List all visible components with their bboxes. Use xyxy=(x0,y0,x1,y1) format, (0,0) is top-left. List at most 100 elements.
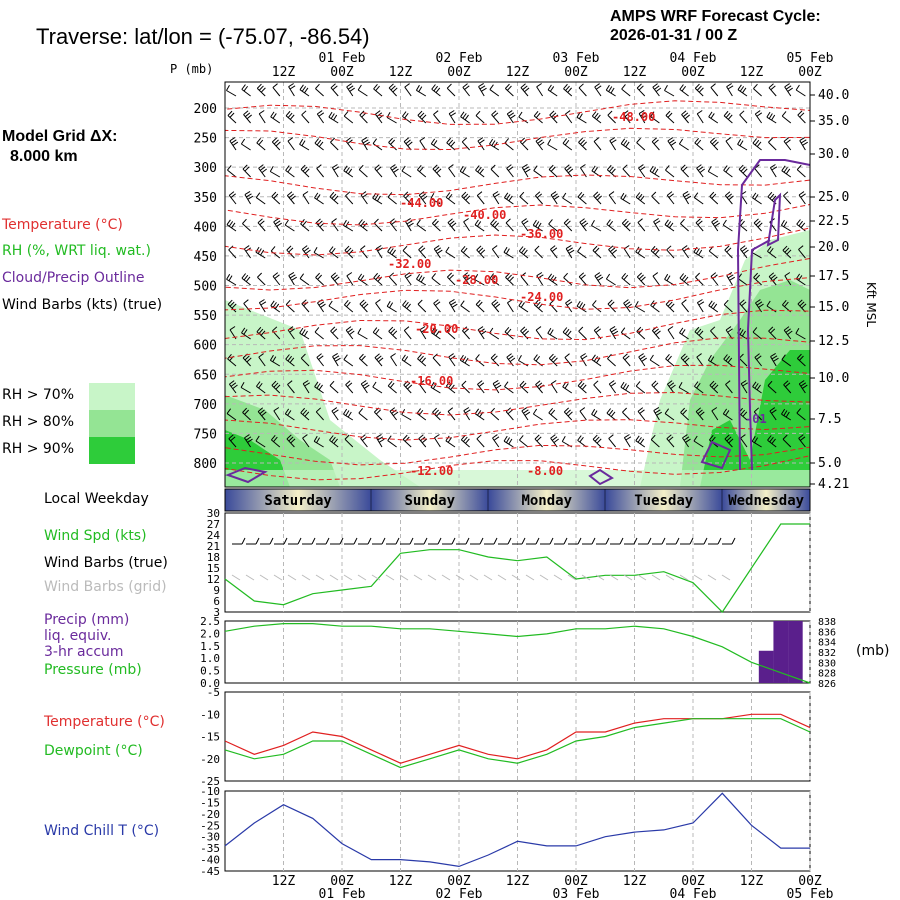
weekday-label: Sunday xyxy=(404,493,455,509)
wind-barb xyxy=(504,138,514,151)
wind-panel-ytick: 15 xyxy=(207,562,220,575)
wind-barb xyxy=(695,272,704,286)
temperature-contour xyxy=(225,364,810,391)
pressure-panel-ytick: 1.5 xyxy=(200,640,220,653)
wind-barb xyxy=(448,299,458,313)
wind-barb xyxy=(740,380,748,394)
wind-barb xyxy=(578,83,587,97)
wind-barb xyxy=(448,164,456,178)
wind-barb xyxy=(241,84,251,97)
wind-barb xyxy=(694,381,704,394)
wind-barb xyxy=(417,299,427,313)
wind-barb-true xyxy=(372,537,386,545)
top-hour-label: 12Z xyxy=(740,65,764,80)
wind-barb xyxy=(505,218,514,232)
wind-barb xyxy=(547,327,558,340)
wind-barb xyxy=(770,353,779,367)
wind-barb xyxy=(783,380,792,394)
wind-barb xyxy=(286,434,296,448)
wind-barb xyxy=(343,111,354,124)
pressure-line xyxy=(224,623,811,684)
wind-barb xyxy=(637,218,646,232)
wind-barb xyxy=(608,434,616,448)
wind-barb xyxy=(519,380,529,394)
top-date-label: 03 Feb xyxy=(553,51,600,66)
wind-barb xyxy=(390,353,398,367)
legend-local-weekday: Local Weekday xyxy=(44,491,149,507)
wind-barb xyxy=(284,408,295,421)
chart-title: Traverse: lat/lon = (-75.07, -86.54) xyxy=(36,24,370,49)
wind-barb xyxy=(462,83,470,97)
wind-barb-grid xyxy=(679,574,689,581)
legend-rh90: RH > 90% xyxy=(2,441,75,457)
wind-barb xyxy=(374,110,384,124)
wind-barb xyxy=(357,328,368,340)
pressure-tick-label: 550 xyxy=(194,309,217,324)
wind-barb xyxy=(635,381,646,394)
wind-barb-true xyxy=(274,537,288,545)
wind-speed-line xyxy=(224,523,810,613)
wind-barb xyxy=(592,245,602,259)
wind-barb xyxy=(269,166,281,178)
wind-barb xyxy=(241,327,251,340)
wind-barb-grid xyxy=(623,574,633,581)
wind-barb xyxy=(798,434,806,448)
wind-barb xyxy=(475,299,485,313)
wind-barb xyxy=(666,245,675,259)
wind-barb xyxy=(345,191,354,205)
legend-wind-spd: Wind Spd (kts) xyxy=(44,528,147,544)
wind-barb xyxy=(461,191,471,205)
wind-barb xyxy=(796,353,806,367)
wind-barb xyxy=(636,83,646,97)
wind-barb-true xyxy=(386,537,400,545)
wind-barb-grid xyxy=(343,574,353,581)
wind-barb-true xyxy=(666,537,680,545)
wind-barb xyxy=(433,299,441,313)
wind-barb xyxy=(519,435,529,448)
wind-barb xyxy=(753,218,763,232)
bottom-hour-label: 12Z xyxy=(506,874,530,889)
wind-barb xyxy=(226,219,237,232)
wind-barb xyxy=(373,407,383,421)
wind-barb xyxy=(286,191,296,205)
wind-barb xyxy=(372,327,383,340)
wind-barb-true xyxy=(232,537,246,545)
wind-barb-true xyxy=(722,537,736,545)
wind-barb xyxy=(797,110,806,124)
wind-barb-true xyxy=(288,537,302,545)
pressure-panel-ytick: 1.0 xyxy=(200,652,220,665)
wind-barb xyxy=(621,218,631,232)
wind-barb xyxy=(518,246,529,259)
wind-barb xyxy=(404,272,412,286)
wind-barb xyxy=(534,434,543,448)
wind-barb xyxy=(592,434,602,448)
wind-barb xyxy=(404,83,412,97)
wind-barb-grid xyxy=(441,574,451,581)
wind-barb xyxy=(591,220,602,232)
wind-barb xyxy=(695,218,704,232)
wind-barb xyxy=(634,301,646,313)
wind-barb xyxy=(489,84,500,97)
wind-barb xyxy=(374,353,384,367)
windchill-panel-ytick: -10 xyxy=(200,785,220,798)
legend-precip1: Precip (mm) xyxy=(44,612,130,628)
wind-barb xyxy=(622,353,631,367)
wind-barb xyxy=(416,408,427,421)
wind-barb xyxy=(256,326,266,340)
wind-barb xyxy=(664,219,675,232)
wind-barb xyxy=(390,164,399,178)
wind-barb xyxy=(722,219,733,232)
wind-barb xyxy=(707,166,719,178)
wind-barb xyxy=(521,218,529,232)
wind-barb xyxy=(651,380,660,394)
cloud-outline-1 xyxy=(736,159,811,471)
wind-barb xyxy=(520,83,530,97)
wind-barb xyxy=(664,408,675,421)
wind-barb xyxy=(783,191,792,205)
wind-barb xyxy=(270,246,281,259)
wind-barb xyxy=(795,273,806,286)
wind-barb xyxy=(345,326,355,340)
bottom-date-label: 05 Feb xyxy=(787,887,834,900)
model-grid-value: 8.000 km xyxy=(10,148,78,165)
bottom-hour-label: 12Z xyxy=(272,874,296,889)
